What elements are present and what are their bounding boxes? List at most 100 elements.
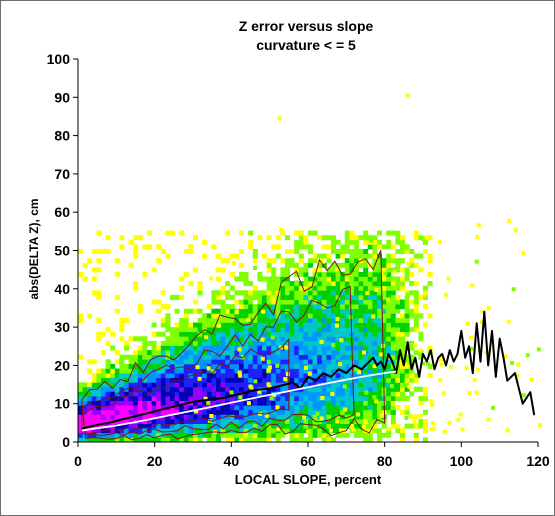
density-cell: [170, 368, 175, 374]
density-cell: [358, 285, 364, 291]
density-cell: [400, 249, 405, 254]
density-cell: [183, 373, 189, 379]
density-cell: [289, 386, 295, 392]
density-cell: [183, 432, 189, 438]
density-cell: [358, 327, 364, 333]
density-cell: [404, 386, 410, 392]
density-cell: [114, 368, 120, 374]
density-cell: [317, 368, 323, 374]
density-cell: [400, 313, 405, 319]
density-cell: [344, 359, 350, 365]
density-cell: [298, 235, 304, 241]
density-cell: [335, 294, 341, 300]
density-cell: [331, 363, 336, 369]
density-cell: [160, 359, 166, 365]
density-cell: [266, 396, 272, 401]
density-cell: [220, 350, 226, 356]
density-cell: [197, 437, 203, 443]
outlier-point: [255, 293, 260, 298]
density-cell: [193, 428, 198, 434]
density-cell: [262, 391, 267, 397]
density-cell: [294, 419, 300, 424]
density-cell: [289, 400, 295, 406]
density-cell: [326, 313, 332, 319]
density-cell: [160, 437, 166, 443]
density-cell: [344, 386, 350, 392]
density-cell: [275, 414, 281, 420]
density-cell: [404, 409, 410, 415]
density-cell: [220, 423, 226, 429]
density-cell: [344, 432, 350, 438]
density-cell: [225, 423, 231, 429]
density-cell: [151, 391, 157, 397]
density-cell: [124, 317, 129, 323]
density-cell: [344, 405, 350, 411]
outlier-point: [505, 428, 510, 433]
density-cell: [367, 368, 373, 374]
density-cell: [413, 327, 419, 333]
density-cell: [124, 340, 129, 346]
density-cell: [289, 377, 295, 383]
outlier-point: [431, 421, 436, 426]
density-cell: [321, 299, 327, 305]
density-cell: [275, 373, 281, 379]
density-cell: [220, 373, 226, 379]
density-cell: [349, 249, 355, 254]
density-cell: [197, 327, 203, 333]
density-cell: [303, 345, 309, 351]
density-cell: [358, 345, 364, 351]
density-cell: [372, 299, 378, 305]
density-cell: [229, 285, 235, 291]
density-cell: [285, 276, 290, 282]
density-cell: [381, 304, 387, 310]
density-cell: [312, 281, 318, 287]
density-cell: [234, 276, 240, 282]
density-cell: [308, 230, 313, 236]
density-cell: [409, 354, 415, 360]
density-cell: [344, 267, 350, 273]
density-cell: [248, 409, 254, 415]
density-cell: [354, 373, 359, 379]
density-cell: [225, 304, 231, 310]
density-cell: [156, 405, 162, 411]
density-cell: [243, 350, 249, 356]
series-line-1: [81, 310, 536, 430]
density-cell: [400, 331, 405, 337]
density-cell: [91, 267, 97, 273]
density-cell: [390, 386, 396, 392]
density-cell: [110, 405, 116, 411]
density-cell: [229, 313, 235, 319]
density-cell: [216, 386, 221, 392]
density-cell: [119, 437, 125, 443]
density-cell: [211, 359, 217, 365]
density-cell: [413, 386, 419, 392]
density-cell: [349, 322, 355, 328]
density-cell: [308, 359, 313, 365]
density-cell: [220, 382, 226, 388]
density-cell: [409, 327, 415, 333]
density-cell: [363, 294, 369, 300]
density-cell: [133, 400, 139, 406]
density-cell: [372, 405, 378, 411]
density-cell: [160, 423, 166, 429]
density-cell: [188, 331, 194, 337]
density-cell: [142, 391, 148, 397]
density-cell: [409, 271, 415, 277]
y-tick-label: 30: [54, 319, 70, 335]
density-cell: [147, 377, 152, 383]
density-cell: [179, 423, 185, 429]
density-cell: [344, 409, 350, 415]
density-cell: [165, 409, 171, 415]
density-cell: [289, 373, 295, 379]
outlier-point: [206, 366, 211, 371]
outlier-point: [275, 405, 280, 410]
density-cell: [87, 359, 93, 365]
density-cell: [386, 368, 392, 374]
density-cell: [308, 423, 313, 429]
density-cell: [331, 419, 336, 424]
outlier-point: [404, 416, 409, 420]
density-cell: [321, 290, 327, 296]
density-cell: [275, 331, 281, 337]
density-cell: [381, 294, 387, 300]
density-cell: [225, 308, 231, 314]
